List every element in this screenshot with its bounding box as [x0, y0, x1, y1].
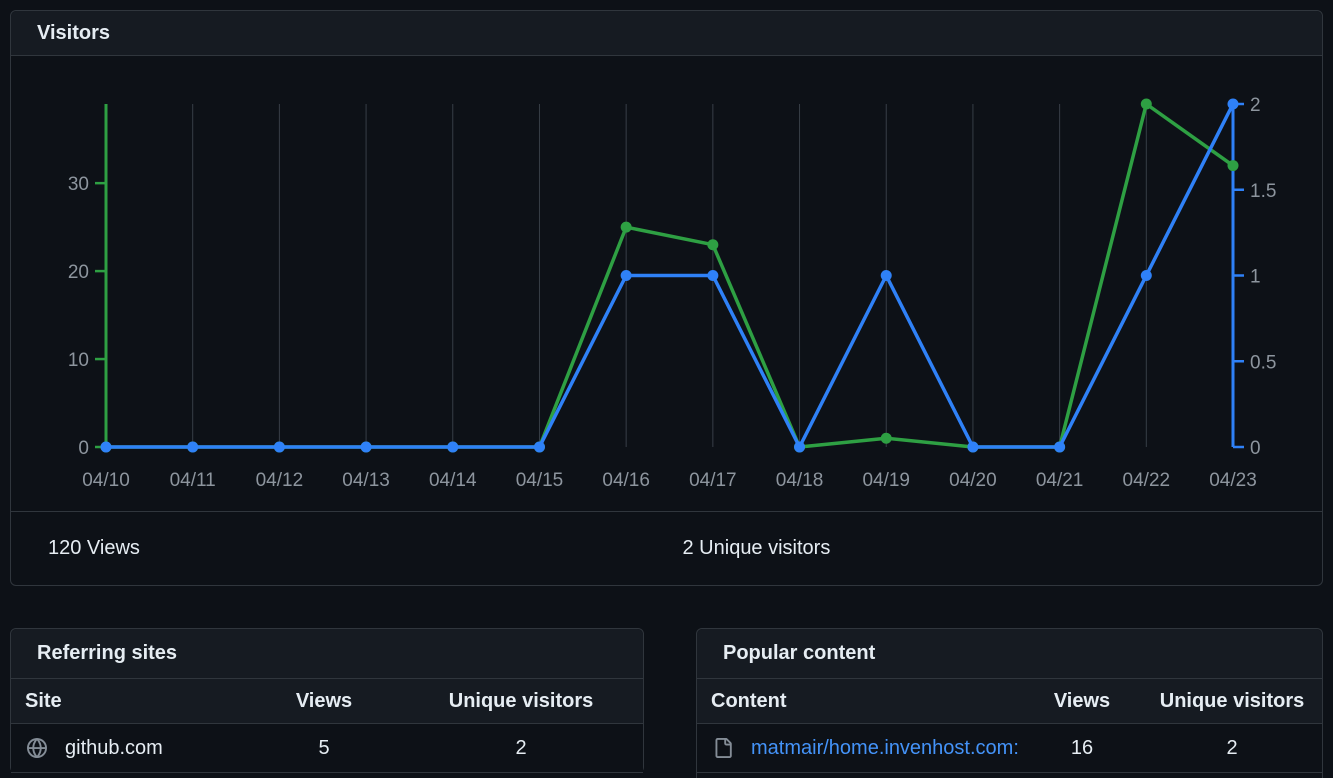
unique-visitors-point	[1140, 270, 1152, 281]
visitors-chart: 0 10 20 30 0 0.5 1 1.5 2 04/10 04/11 04/12 04/13 04/1…	[11, 56, 1322, 511]
views-point	[620, 221, 632, 233]
x-axis-label: 04/16	[602, 470, 650, 491]
unique-visitors-point	[447, 441, 459, 453]
unique-visitors-line	[104, 102, 1235, 449]
referring-site-unique-visitors: 2	[515, 736, 527, 759]
table-row: matmair/home.invenhost.com: A … 16 2	[697, 724, 1322, 773]
x-axis-label: 04/13	[342, 470, 390, 491]
column-header-site: Site	[25, 689, 62, 712]
views-point	[707, 239, 719, 251]
unique-visitors-point	[967, 441, 979, 453]
x-axis-label: 04/11	[170, 470, 216, 491]
popular-content-card: Popular content Content Views Unique vis…	[696, 628, 1323, 778]
x-axis-label: 04/10	[82, 470, 130, 491]
views-point	[1140, 98, 1152, 110]
unique-visitors-point	[1054, 441, 1066, 453]
right-axis-tick-label: 1.5	[1250, 181, 1276, 202]
popular-content-column-headers: Content Views Unique visitors	[697, 679, 1322, 724]
x-axis-label: 04/23	[1209, 470, 1257, 491]
column-header-content: Content	[711, 689, 787, 712]
file-icon	[713, 738, 733, 758]
referring-sites-header: Referring sites	[11, 629, 643, 679]
referring-sites-column-headers: Site Views Unique visitors	[11, 679, 643, 724]
globe-icon	[27, 738, 47, 758]
right-axis-tick-label: 1	[1250, 267, 1261, 288]
referring-sites-title: Referring sites	[37, 642, 178, 664]
x-axis-label: 04/20	[949, 470, 997, 491]
x-axis-label: 04/15	[516, 470, 564, 491]
unique-visitors-summary: 2 Unique visitors	[682, 537, 831, 559]
popular-content-unique-visitors: 2	[1226, 736, 1238, 759]
referring-sites-card: Referring sites Site Views Unique visito…	[10, 628, 644, 773]
x-axis-label: 04/14	[429, 470, 477, 491]
popular-content-header: Popular content	[697, 629, 1322, 679]
popular-content-views: 16	[1070, 736, 1094, 759]
right-axis-tick-label: 0	[1250, 438, 1261, 459]
referring-site-name: github.com	[65, 736, 163, 759]
unique-visitors-point	[187, 441, 199, 453]
unique-visitors-point	[360, 441, 372, 453]
popular-content-title: Popular content	[723, 642, 876, 664]
right-axis-tick-label: 2	[1250, 95, 1261, 116]
x-axis-label: 04/18	[776, 470, 824, 491]
left-axis-tick-label: 20	[68, 262, 89, 283]
visitors-card: Visitors 0 10 20 30 0 0.5 1 1.5 2 04/10 04/11 04/12…	[10, 10, 1323, 586]
x-axis-label: 04/22	[1123, 470, 1171, 491]
views-point	[1227, 160, 1239, 172]
unique-visitors-point	[100, 441, 112, 453]
left-axis-tick-label: 30	[68, 174, 89, 195]
unique-visitors-point	[794, 441, 806, 453]
unique-visitors-point	[707, 270, 719, 281]
unique-visitors-point	[533, 441, 545, 453]
table-row: github.com 5 2	[11, 724, 643, 773]
unique-visitors-point	[620, 270, 632, 281]
total-views-summary: 120 Views	[48, 537, 140, 559]
visitors-card-header: Visitors	[11, 11, 1322, 56]
column-header-unique-visitors: Unique visitors	[1159, 689, 1305, 712]
left-axis-tick-label: 10	[68, 350, 89, 371]
views-point	[880, 432, 892, 444]
x-axis-label: 04/12	[256, 470, 304, 491]
column-header-unique-visitors: Unique visitors	[448, 689, 594, 712]
visitors-summary-bar: 120 Views 2 Unique visitors	[11, 511, 1322, 585]
visitors-chart-svg: 0 10 20 30 0 0.5 1 1.5 2 04/10 04/11 04/12 04/13 04/1…	[68, 95, 1277, 491]
column-header-views: Views	[295, 689, 353, 712]
unique-visitors-point	[1227, 98, 1239, 110]
clipped-next-row	[697, 773, 1322, 778]
visitors-title: Visitors	[37, 21, 110, 44]
right-axis-tick-label: 0.5	[1250, 352, 1276, 373]
unique-visitors-point	[880, 270, 892, 281]
x-axis-label: 04/19	[862, 470, 910, 491]
popular-content-link[interactable]: matmair/home.invenhost.com: A …	[751, 736, 1022, 759]
referring-site-views: 5	[318, 736, 330, 759]
left-axis-tick-label: 0	[78, 438, 89, 459]
unique-visitors-point	[273, 441, 285, 453]
column-header-views: Views	[1053, 689, 1111, 712]
x-axis-label: 04/17	[689, 470, 737, 491]
x-axis-label: 04/21	[1036, 470, 1084, 491]
